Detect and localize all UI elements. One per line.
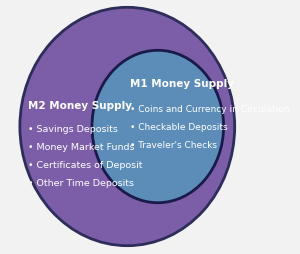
Ellipse shape xyxy=(20,8,235,246)
Text: • Certificates of Deposit: • Certificates of Deposit xyxy=(28,160,142,169)
Text: • Checkable Deposits: • Checkable Deposits xyxy=(130,123,228,132)
Text: • Traveler's Checks: • Traveler's Checks xyxy=(130,141,217,150)
Text: M1 Money Supply: M1 Money Supply xyxy=(130,78,234,88)
Text: • Other Time Deposits: • Other Time Deposits xyxy=(28,178,134,187)
Text: • Money Market Funds: • Money Market Funds xyxy=(28,142,134,151)
Text: M2 Money Supply: M2 Money Supply xyxy=(28,101,131,110)
Text: • Coins and Currency in Circulation: • Coins and Currency in Circulation xyxy=(130,105,290,114)
Ellipse shape xyxy=(92,51,224,203)
Text: • Savings Deposits: • Savings Deposits xyxy=(28,124,117,133)
